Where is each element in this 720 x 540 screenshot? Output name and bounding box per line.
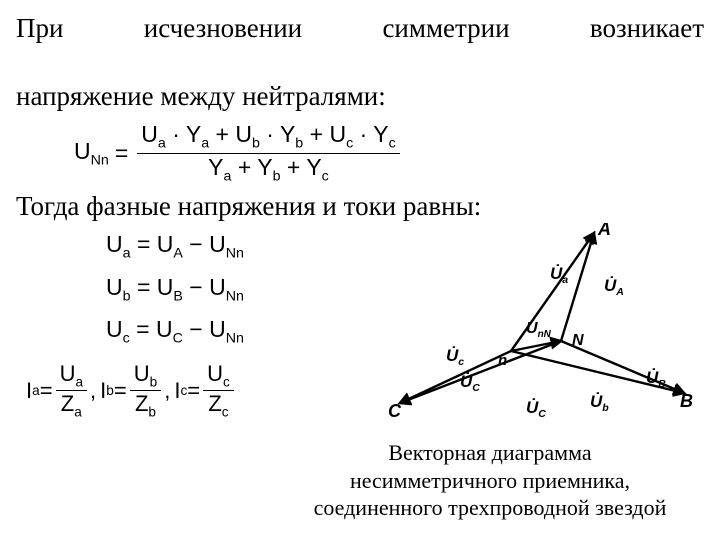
diagram-caption: Векторная диаграмма несимметричного прие…	[276, 439, 704, 522]
svg-text:U̇C: U̇C	[460, 372, 480, 394]
w1: При	[16, 13, 63, 43]
equation-unn: UNn = Ua · Ya + Ub · Yb + Uc · Yc Ya + Y…	[74, 121, 704, 185]
svg-text:U̇b: U̇b	[590, 392, 609, 414]
cap-l3: соединенного трехпроводной звездой	[276, 494, 704, 522]
para2: Тогда фазные напряжения и токи равны:	[16, 190, 704, 224]
eq-frac: Ua · Ya + Ub · Yb + Uc · Yc Ya + Yb + Yc	[137, 121, 399, 185]
w4: возникает	[590, 13, 704, 43]
svg-text:C: C	[388, 401, 402, 421]
phase-voltage-eqs: Ua = UA − UNn Ub = UB − UNn Uc = UC − UN…	[106, 226, 346, 350]
svg-text:U̇c: U̇c	[446, 346, 464, 368]
w2: исчезновении	[144, 13, 302, 43]
svg-text:U̇B: U̇B	[646, 368, 666, 390]
para1-line1: При исчезновении симметрии возникает	[16, 12, 704, 80]
cap-l1: Векторная диаграмма	[276, 439, 704, 467]
vector-diagram: A B C Nn U̇A U̇B U̇C U̇a U̇b U̇c U̇C U̇nN	[346, 223, 696, 433]
svg-text:U̇nN: U̇nN	[526, 319, 552, 340]
para1-line2: напряжение между нейтралями:	[16, 80, 704, 114]
svg-text:n: n	[498, 352, 507, 369]
svg-text:A: A	[597, 223, 611, 239]
w3: симметрии	[382, 13, 509, 43]
svg-text:U̇A: U̇A	[604, 276, 624, 298]
svg-text:N: N	[572, 332, 584, 349]
current-eqs: Ia = UaZa, Ib = UbZb, Ic = UcZc	[26, 361, 346, 422]
eq-lhs: UNn	[74, 138, 109, 169]
svg-text:B: B	[680, 391, 693, 411]
svg-text:U̇C: U̇C	[526, 398, 546, 420]
cap-l2: несимметричного приемника,	[276, 467, 704, 495]
svg-text:U̇a: U̇a	[550, 264, 568, 286]
